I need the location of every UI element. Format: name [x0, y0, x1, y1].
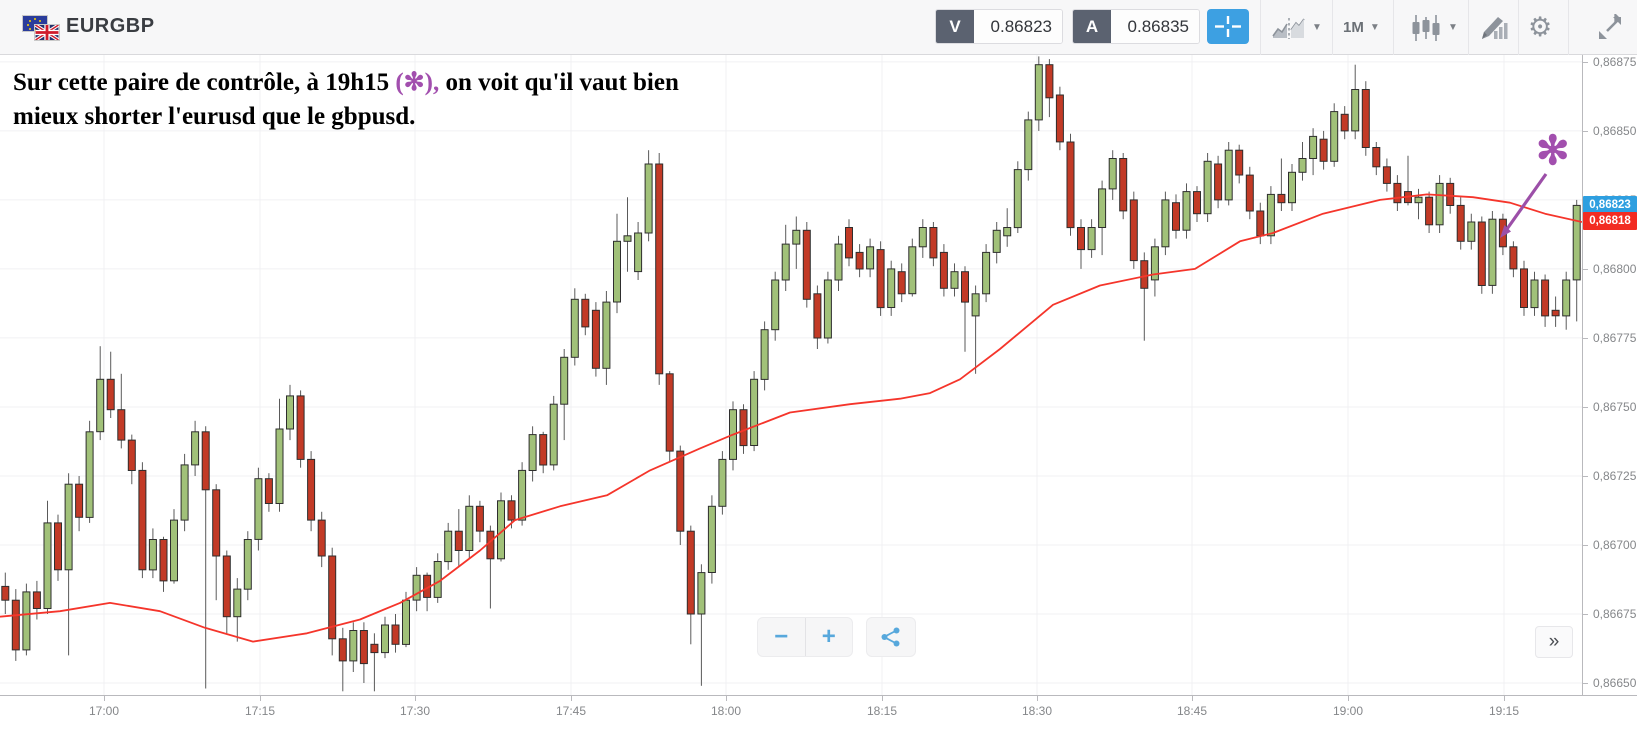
- uk-flag-icon: [34, 24, 60, 41]
- candlestick-type-icon: [1412, 14, 1440, 41]
- time-tick: [726, 696, 727, 701]
- price-tick-label: 0,86800: [1593, 262, 1637, 276]
- price-tick-label: 0,86750: [1593, 400, 1637, 414]
- sell-label: V: [936, 10, 974, 43]
- time-tick-label: 19:15: [1488, 704, 1520, 718]
- price-tick: [1583, 269, 1588, 270]
- price-tick-label: 0,86775: [1593, 331, 1637, 345]
- chart-asterisk-marker: ✻: [1536, 129, 1570, 173]
- time-tick: [1504, 696, 1505, 701]
- chevron-down-icon: ▼: [1369, 22, 1380, 33]
- price-tick: [1583, 476, 1588, 477]
- divider: [804, 618, 806, 656]
- sell-price: 0.86823: [974, 10, 1062, 43]
- share-icon: [881, 627, 900, 647]
- price-tick-label: 0,86875: [1593, 55, 1637, 69]
- analysis-annotation: Sur cette paire de contrôle, à 19h15 (✻)…: [13, 66, 679, 134]
- crosshair-icon: [1215, 16, 1241, 37]
- price-tick: [1583, 338, 1588, 339]
- price-axis[interactable]: 0,868750,868500,868250,868000,867750,867…: [1582, 55, 1637, 695]
- compare-charts-button[interactable]: ▼: [1272, 0, 1322, 55]
- time-tick-label: 17:00: [88, 704, 120, 718]
- crosshair-tool-button[interactable]: [1207, 9, 1249, 44]
- price-tick: [1583, 545, 1588, 546]
- price-tick: [1583, 407, 1588, 408]
- annotation-line-2: mieux shorter l'eurusd que le gbpusd.: [13, 103, 416, 130]
- chevron-down-icon: ▼: [1448, 22, 1458, 33]
- timeframe-label: 1M: [1343, 19, 1364, 36]
- annotation-line-1: Sur cette paire de contrôle, à 19h15 (✻)…: [13, 69, 679, 96]
- last-price-tag-red: 0,86818: [1583, 212, 1637, 230]
- expand-icon: [1599, 13, 1621, 39]
- timeframe-selector[interactable]: 1M ▼: [1343, 0, 1380, 55]
- price-tick-label: 0,86650: [1593, 676, 1637, 690]
- time-tick: [571, 696, 572, 701]
- current-price-tag-blue: 0,86823: [1583, 196, 1637, 214]
- time-tick-label: 19:00: [1332, 704, 1364, 718]
- price-tick-label: 0,86700: [1593, 538, 1637, 552]
- collapse-panel-button[interactable]: »: [1535, 626, 1573, 658]
- time-tick: [882, 696, 883, 701]
- price-tick: [1583, 131, 1588, 132]
- time-tick: [1348, 696, 1349, 701]
- draw-icon: [1482, 16, 1508, 39]
- time-tick-label: 17:30: [399, 704, 431, 718]
- chart-type-selector[interactable]: ▼: [1410, 0, 1458, 55]
- time-tick: [104, 696, 105, 701]
- drawing-tools-button[interactable]: [1480, 0, 1508, 55]
- price-tick: [1583, 62, 1588, 63]
- gear-icon: ⚙: [1528, 12, 1553, 42]
- chart-plot-area[interactable]: [0, 55, 1582, 695]
- currency-pair-flags: [22, 15, 62, 42]
- price-tick: [1583, 614, 1588, 615]
- time-tick: [1192, 696, 1193, 701]
- zoom-controls: − +: [757, 617, 853, 657]
- time-tick-label: 17:15: [244, 704, 276, 718]
- sell-quote-button[interactable]: V 0.86823: [935, 9, 1063, 44]
- time-tick: [1037, 696, 1038, 701]
- time-tick-label: 18:30: [1021, 704, 1053, 718]
- pair-symbol: EURGBP: [66, 15, 155, 37]
- zoom-in-button[interactable]: +: [821, 623, 836, 650]
- fullscreen-button[interactable]: [1596, 0, 1624, 55]
- settings-button[interactable]: ⚙: [1528, 0, 1552, 55]
- header-bar: EURGBP V 0.86823 A 0.86835: [0, 0, 1637, 55]
- time-tick-label: 18:45: [1176, 704, 1208, 718]
- chevron-down-icon: ▼: [1312, 22, 1322, 33]
- time-tick-label: 18:15: [866, 704, 898, 718]
- price-tick-label: 0,86725: [1593, 469, 1637, 483]
- price-tick-label: 0,86850: [1593, 124, 1637, 138]
- time-tick: [260, 696, 261, 701]
- time-axis[interactable]: 17:00 17:15 17:30 17:45 18:00 18:15 18:30 18:45…: [0, 695, 1637, 729]
- time-tick-label: 18:00: [710, 704, 742, 718]
- annotation-asterisk-mark: (✻),: [395, 69, 440, 96]
- compare-chart-icon: [1272, 17, 1305, 39]
- time-tick-label: 17:45: [555, 704, 587, 718]
- buy-label: A: [1073, 10, 1111, 43]
- buy-quote-button[interactable]: A 0.86835: [1072, 9, 1200, 44]
- share-button[interactable]: [866, 617, 916, 657]
- candlestick-chart: [0, 55, 1582, 695]
- buy-price: 0.86835: [1111, 10, 1199, 43]
- price-tick: [1583, 683, 1588, 684]
- price-tick-label: 0,86675: [1593, 607, 1637, 621]
- time-tick: [415, 696, 416, 701]
- zoom-out-button[interactable]: −: [774, 623, 789, 650]
